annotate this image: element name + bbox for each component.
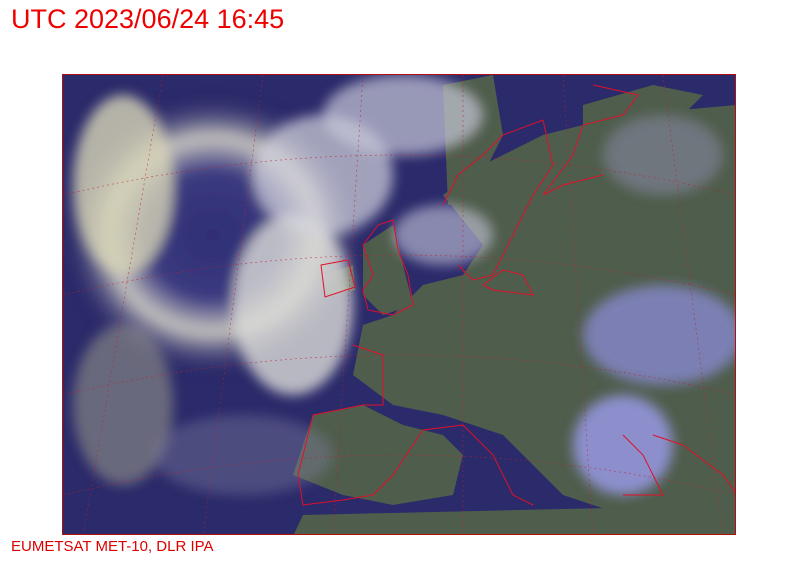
graticule (63, 75, 735, 534)
timestamp-title: UTC 2023/06/24 16:45 (11, 4, 285, 34)
satellite-image (62, 74, 736, 535)
coastlines (297, 84, 735, 506)
satellite-map (63, 75, 735, 534)
source-credit: EUMETSAT MET-10, DLR IPA (11, 538, 214, 555)
clouds (63, 75, 735, 495)
